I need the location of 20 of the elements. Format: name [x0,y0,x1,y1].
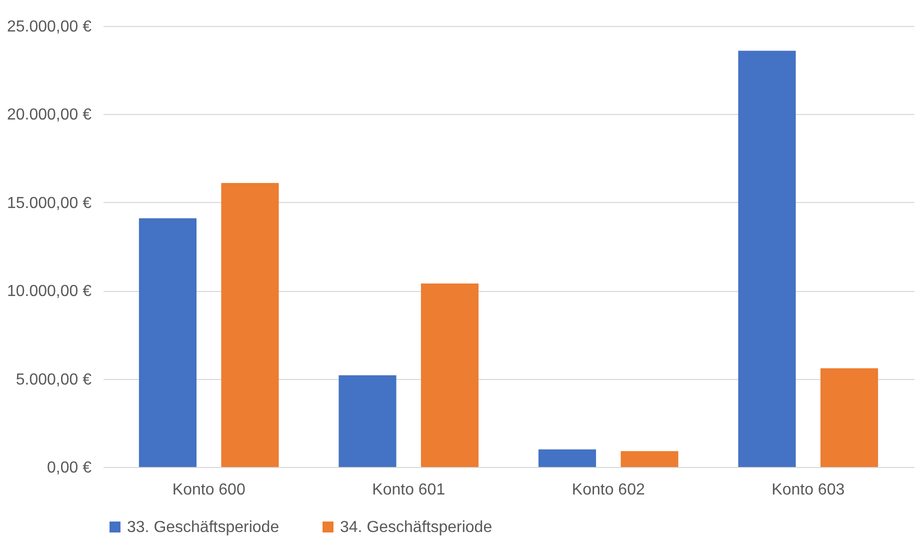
y-tick-label: 0,00 € [47,460,92,476]
y-tick-label: 5.000,00 € [16,371,92,388]
bar [820,368,878,467]
y-tick-label: 25.000,00 € [6,18,92,36]
x-tick-label: Konto 602 [572,482,645,498]
bar [538,449,596,467]
bar [620,451,678,467]
bar [738,50,796,467]
bar [138,218,197,467]
x-tick-label: Konto 603 [772,482,845,498]
y-tick-label: 15.000,00 € [6,194,92,212]
y-tick-label: 10.000,00 € [6,283,92,300]
bar [221,182,279,467]
legend-label: 33. Geschäftsperiode [127,519,280,536]
legend-label: 34. Geschäftsperiode [340,519,492,536]
y-tick-label: 20.000,00 € [6,106,92,124]
bar [420,284,479,467]
x-tick-label: Konto 600 [172,482,246,498]
x-tick-label: Konto 601 [372,482,446,498]
bar [338,375,396,467]
